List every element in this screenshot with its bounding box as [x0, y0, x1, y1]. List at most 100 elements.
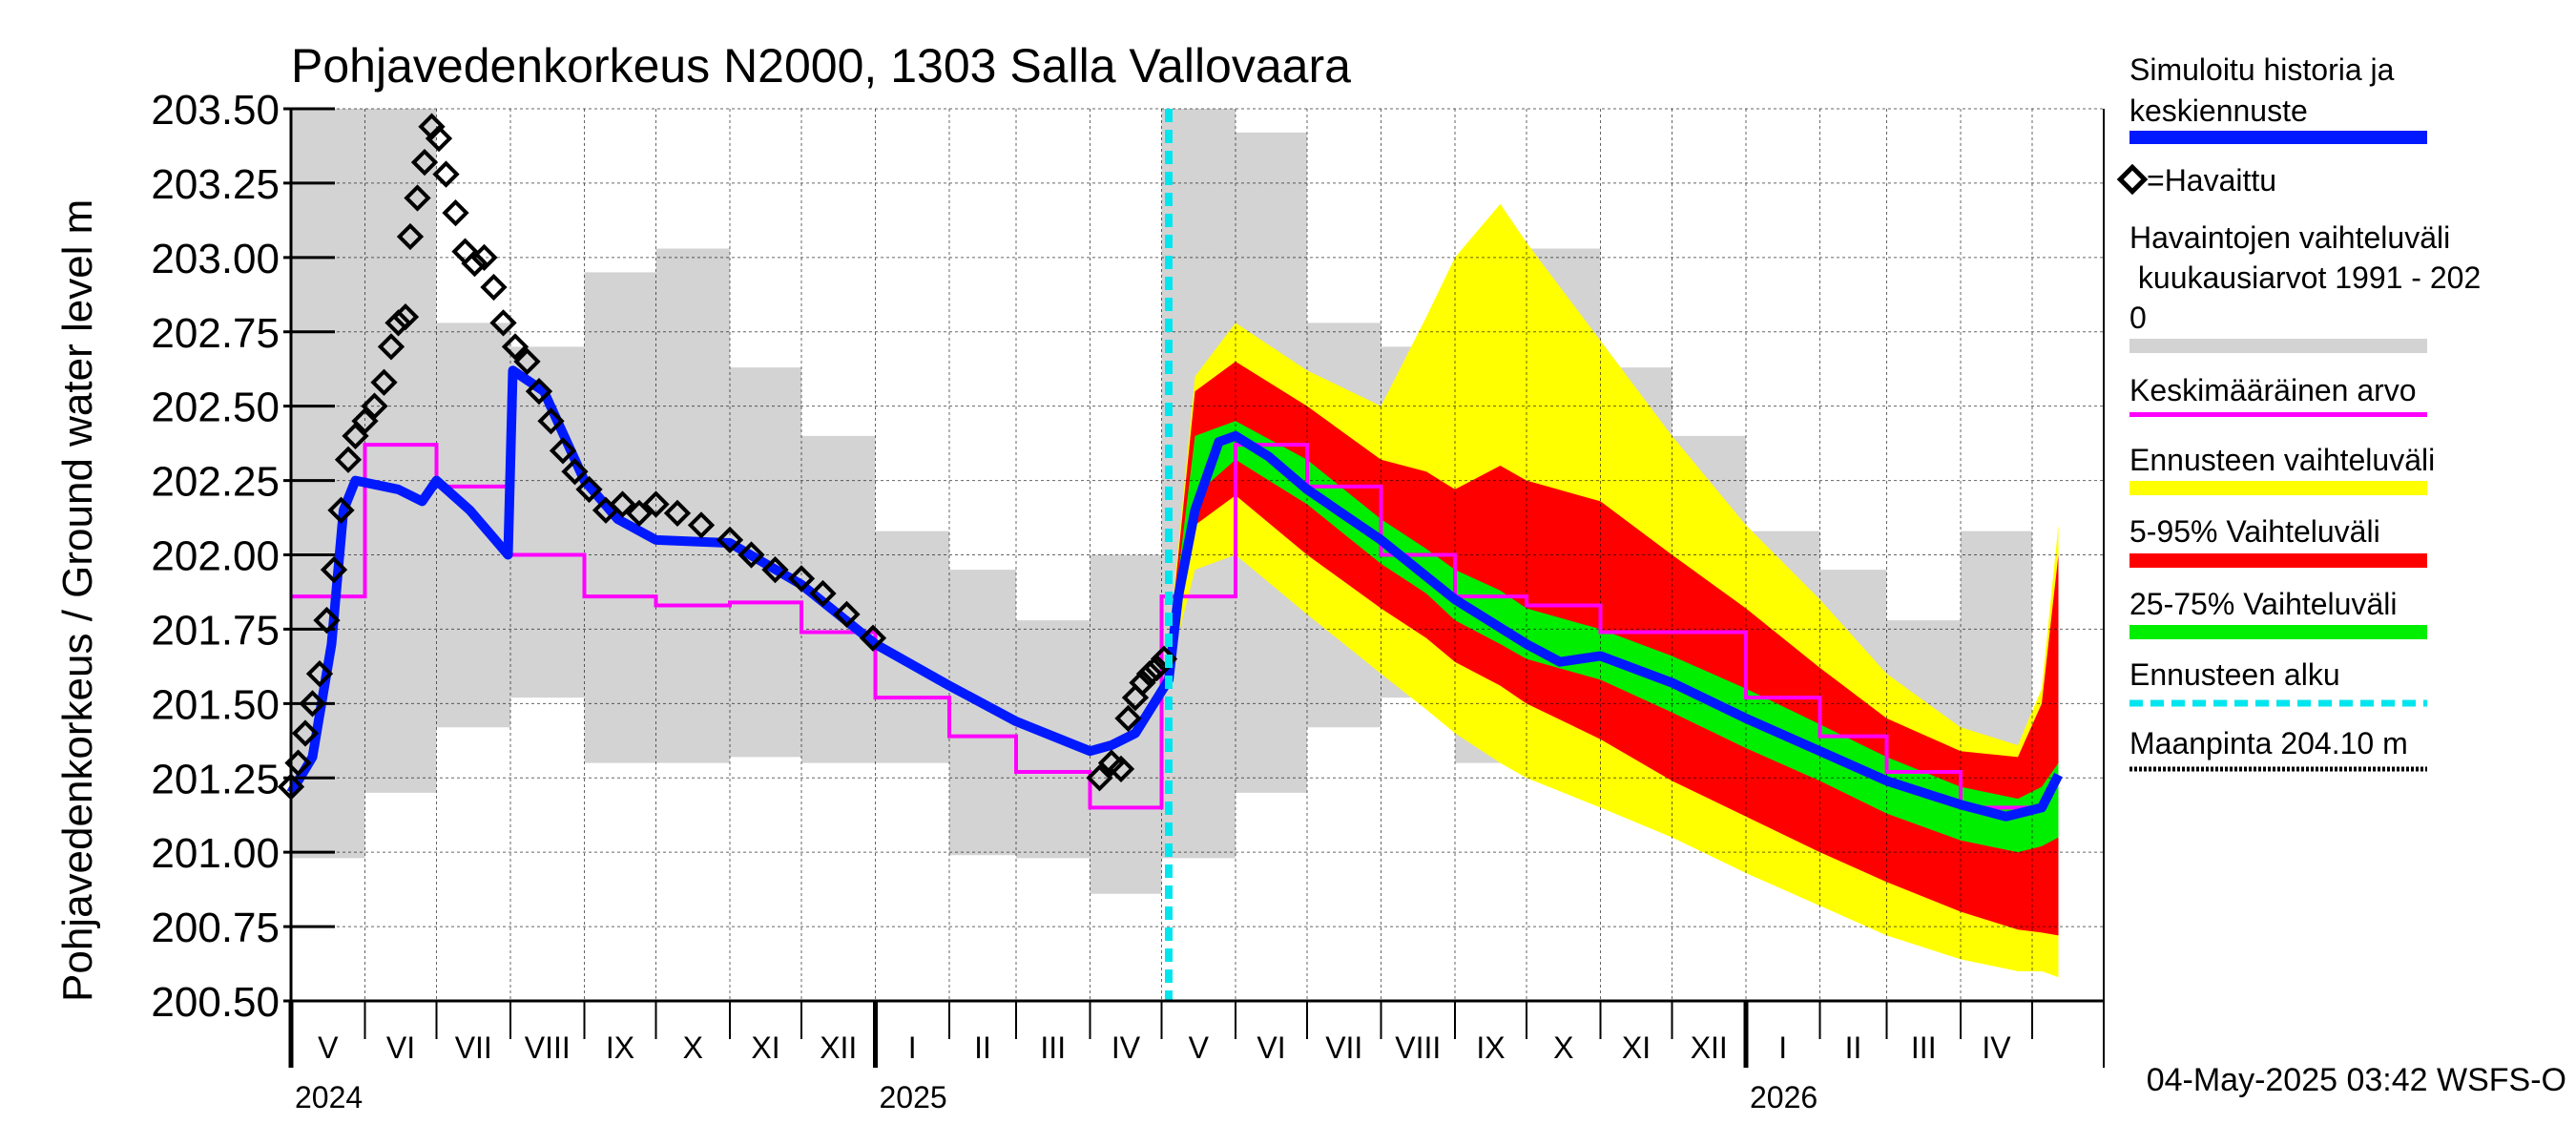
y-tick-label: 202.00	[151, 533, 280, 580]
observed-point	[561, 458, 589, 486]
legend-p25-75-swatch	[2129, 625, 2427, 639]
legend-p5-95-swatch	[2129, 553, 2427, 568]
x-month-label: XII	[1691, 1030, 1728, 1065]
observed-point	[432, 160, 460, 188]
x-month-label: V	[1189, 1030, 1210, 1065]
x-month-label: VIII	[1395, 1030, 1441, 1065]
x-month-label: X	[1553, 1030, 1573, 1065]
y-tick-label: 202.25	[151, 459, 280, 506]
observed-point	[513, 347, 541, 376]
x-month-label: III	[1040, 1030, 1066, 1065]
y-tick-label: 201.00	[151, 830, 280, 877]
legend-fc-start-label: Ennusteen alku	[2129, 657, 2340, 692]
x-month-label: XII	[820, 1030, 857, 1065]
forecast-p25-75-band	[1169, 421, 2059, 853]
observed-point	[284, 749, 312, 777]
observed-point	[410, 148, 439, 177]
x-month-label: IX	[1476, 1030, 1505, 1065]
y-tick-label: 201.25	[151, 756, 280, 802]
x-month-label: VI	[1257, 1030, 1285, 1065]
legend-obs-label: =Havaittu	[2147, 163, 2276, 198]
y-tick-label: 201.75	[151, 607, 280, 654]
y-tick-label: 202.75	[151, 310, 280, 357]
observed-point	[291, 719, 320, 747]
y-tick-label: 203.25	[151, 161, 280, 208]
legend-sim-label-2: keskiennuste	[2129, 94, 2308, 128]
observed-point	[313, 606, 341, 635]
observed-point	[377, 333, 405, 361]
line-layer	[277, 109, 2063, 1001]
observed-point	[1097, 749, 1126, 777]
observed-point	[625, 499, 654, 528]
observed-point	[391, 303, 420, 331]
chart-title: Pohjavedenkorkeus N2000, 1303 Salla Vall…	[291, 39, 1351, 93]
observed-point	[327, 496, 355, 524]
x-month-label: XI	[751, 1030, 779, 1065]
x-year-label: 2025	[880, 1080, 947, 1114]
x-month-label: VII	[1325, 1030, 1362, 1065]
y-tick-label: 200.75	[151, 905, 280, 951]
x-month-label: X	[683, 1030, 703, 1065]
x-month-label: III	[1911, 1030, 1937, 1065]
mean-value-line	[291, 443, 2032, 810]
legend-fc-range-label: Ennusteen vaihteluväli	[2129, 443, 2435, 477]
observed-point	[480, 273, 508, 302]
x-month-label: IV	[1111, 1030, 1141, 1065]
observed-point	[609, 490, 636, 518]
observed-point	[425, 125, 453, 153]
observed-point	[342, 422, 369, 449]
y-tick-label: 202.50	[151, 385, 280, 431]
legend: Simuloitu historia ja keskiennuste =Hava…	[2116, 52, 2481, 772]
observed-point	[537, 407, 565, 435]
axes-layer: 200.50 200.75 201.00 201.25 201.50 201.75 202.…	[151, 87, 2105, 1114]
x-month-label: IX	[606, 1030, 634, 1065]
observed-point	[501, 333, 530, 361]
legend-range-label-3: 0	[2129, 301, 2147, 335]
legend-ground-label: Maanpinta 204.10 m	[2129, 726, 2408, 760]
observed-point	[461, 249, 488, 278]
observed-point	[1143, 654, 1171, 682]
observed-point	[361, 392, 388, 420]
observed-point	[277, 773, 305, 801]
x-month-label: XI	[1622, 1030, 1651, 1065]
legend-p25-75-label: 25-75% Vaihteluväli	[2129, 587, 2397, 621]
legend-sim-label-1: Simuloitu historia ja	[2129, 52, 2395, 87]
x-month-label: IV	[1982, 1030, 2011, 1065]
observed-point	[489, 309, 517, 337]
legend-fc-range-swatch	[2129, 481, 2427, 495]
x-month-label: II	[1845, 1030, 1862, 1065]
y-tick-label: 203.50	[151, 87, 280, 134]
legend-range-swatch	[2129, 339, 2427, 353]
observed-point	[525, 377, 553, 406]
y-tick-label: 201.50	[151, 681, 280, 728]
y-tick-label: 200.50	[151, 979, 280, 1026]
simulated-line	[286, 365, 2063, 822]
observed-point	[642, 490, 670, 518]
observed-point	[737, 541, 765, 569]
legend-mean-label: Keskimääräinen arvo	[2129, 373, 2417, 407]
observed-point	[809, 579, 837, 608]
observed-point	[470, 243, 498, 271]
x-year-label: 2026	[1750, 1080, 1818, 1114]
observed-point	[687, 511, 716, 539]
observed-point	[833, 600, 861, 628]
x-month-label: II	[974, 1030, 991, 1065]
observed-point	[1107, 755, 1135, 783]
observed-point	[370, 368, 398, 396]
legend-sim-swatch	[2129, 131, 2427, 144]
legend-obs-marker	[2116, 163, 2149, 196]
observed-point	[1086, 764, 1113, 792]
observed-point	[442, 198, 469, 227]
x-month-label: VI	[386, 1030, 415, 1065]
x-month-label: VIII	[525, 1030, 571, 1065]
legend-range-label-2: kuukausiarvot 1991 - 202	[2129, 260, 2481, 295]
observed-point	[334, 446, 363, 473]
observed-point	[859, 624, 887, 652]
observed-point	[396, 222, 425, 251]
legend-range-label-1: Havaintojen vaihteluväli	[2129, 220, 2450, 255]
observed-point	[299, 690, 326, 718]
x-year-label: 2024	[295, 1080, 363, 1114]
grid-layer	[290, 108, 2104, 1002]
observed-point	[320, 555, 348, 584]
